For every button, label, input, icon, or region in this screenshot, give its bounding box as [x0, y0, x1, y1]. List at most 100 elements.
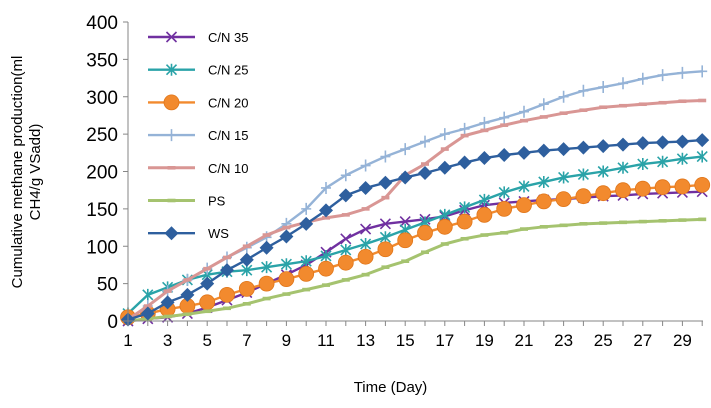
- y-tick-label: 300: [86, 88, 118, 109]
- data-point: [242, 244, 251, 249]
- data-point: [638, 219, 647, 224]
- data-point: [299, 216, 314, 231]
- data-point: [675, 134, 690, 149]
- data-point: [397, 232, 414, 249]
- plot-layer: [120, 65, 711, 327]
- data-point: [597, 165, 609, 178]
- legend-swatch-marker: [167, 198, 176, 203]
- x-tick-label: 17: [435, 331, 454, 350]
- series-c-n-10: [124, 98, 707, 322]
- legend-label: WS: [208, 226, 229, 241]
- data-point: [259, 240, 274, 255]
- legend-entry: WS: [148, 226, 229, 241]
- data-point: [575, 188, 592, 205]
- data-point: [698, 98, 707, 103]
- series-ps: [124, 217, 707, 323]
- data-point: [637, 72, 648, 85]
- data-point: [460, 236, 469, 241]
- data-point: [638, 102, 647, 107]
- legend-swatch-marker: [163, 94, 180, 111]
- data-point: [262, 296, 271, 301]
- data-point: [302, 287, 311, 292]
- x-tick-label: 27: [633, 331, 652, 350]
- legend-swatch-marker: [165, 31, 178, 43]
- y-tick-label: 100: [86, 237, 118, 258]
- data-point: [579, 108, 588, 113]
- legend-swatch-marker: [165, 63, 178, 76]
- data-point: [200, 276, 215, 291]
- x-tick-label: 29: [673, 331, 692, 350]
- data-point: [678, 218, 687, 222]
- x-tick-label: 3: [163, 331, 172, 350]
- data-point: [518, 180, 530, 193]
- legend-entry: C/N 10: [148, 161, 248, 176]
- data-point: [578, 84, 589, 97]
- legend-label: C/N 15: [208, 128, 248, 143]
- data-point: [616, 137, 630, 152]
- data-point: [496, 200, 513, 217]
- data-point: [595, 185, 612, 202]
- data-point: [360, 223, 372, 235]
- legend: C/N 35 C/N 25 C/N 20 C/N 15 C/N 10 PS WS: [148, 30, 248, 241]
- data-point: [696, 150, 708, 163]
- data-point: [555, 191, 572, 208]
- data-point: [457, 155, 472, 170]
- data-point: [322, 283, 330, 287]
- data-point: [697, 65, 708, 78]
- data-point: [576, 140, 591, 155]
- data-point: [516, 197, 532, 214]
- legend-entry: C/N 15: [148, 128, 248, 143]
- data-point: [478, 193, 490, 206]
- data-point: [163, 289, 172, 293]
- data-point: [341, 213, 350, 217]
- data-point: [279, 229, 294, 244]
- data-point: [674, 178, 691, 195]
- data-point: [439, 208, 451, 221]
- data-point: [261, 261, 273, 274]
- data-point: [319, 203, 333, 218]
- x-tick-label: 25: [594, 331, 613, 350]
- data-point: [142, 288, 154, 301]
- y-axis-label-line: Cumulative methane production(ml: [9, 56, 26, 289]
- legend-swatch-marker: [164, 226, 179, 241]
- data-point: [477, 151, 492, 166]
- x-tick-label: 21: [515, 331, 534, 350]
- data-point: [298, 266, 315, 282]
- legend-label: C/N 20: [208, 95, 248, 110]
- y-axis-label-line: CH4/g VSadd): [27, 124, 44, 221]
- data-point: [655, 135, 670, 150]
- data-point: [634, 180, 651, 197]
- data-point: [558, 171, 570, 184]
- data-point: [420, 135, 430, 148]
- legend-entry: C/N 35: [148, 30, 248, 45]
- data-point: [499, 111, 510, 124]
- data-point: [440, 242, 449, 246]
- data-point: [596, 139, 611, 154]
- data-point: [617, 161, 629, 174]
- data-point: [520, 118, 528, 123]
- data-point: [456, 213, 473, 230]
- data-point: [180, 287, 195, 302]
- x-tick-label: 23: [554, 331, 573, 350]
- legend-label: C/N 10: [208, 161, 248, 176]
- data-point: [360, 159, 371, 172]
- data-point: [301, 202, 312, 215]
- data-point: [203, 266, 212, 271]
- data-point: [520, 227, 528, 231]
- data-point: [223, 306, 231, 311]
- data-point: [657, 69, 668, 82]
- data-point: [358, 180, 373, 195]
- data-point: [361, 272, 370, 277]
- data-point: [635, 136, 650, 151]
- data-point: [535, 193, 552, 210]
- data-point: [695, 133, 710, 148]
- series-c-n-20: [120, 177, 711, 326]
- data-point: [203, 309, 212, 314]
- data-point: [282, 292, 291, 296]
- y-tick-label: 150: [86, 200, 118, 221]
- legend-entry: C/N 20: [148, 94, 248, 111]
- data-point: [694, 177, 711, 193]
- data-point: [619, 103, 627, 108]
- legend-swatch-marker: [167, 166, 176, 170]
